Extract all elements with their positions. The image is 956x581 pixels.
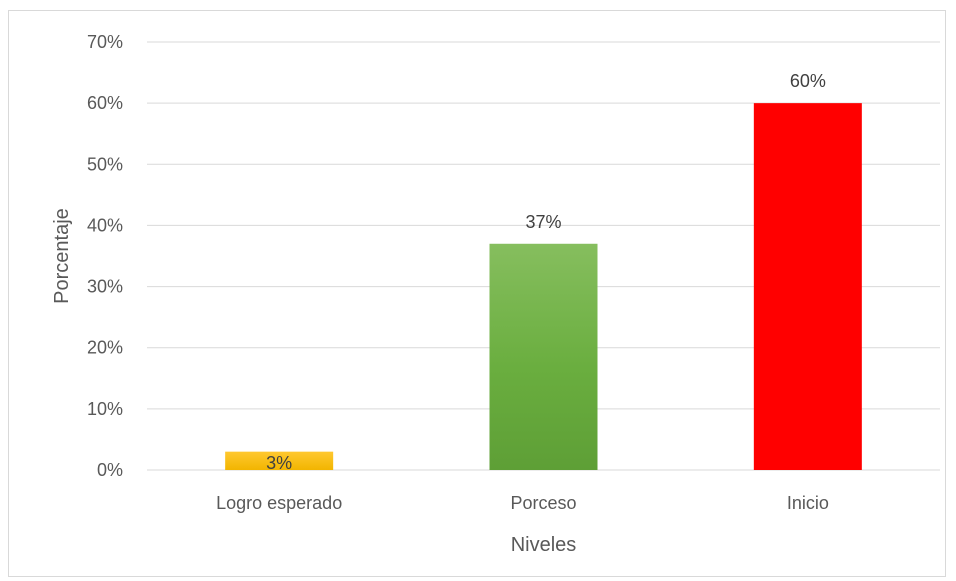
y-tick-label: 10% — [87, 399, 123, 419]
x-tick-label: Logro esperado — [216, 493, 342, 513]
bar-2 — [489, 243, 598, 470]
bar-3 — [753, 103, 862, 471]
y-axis-title: Porcentaje — [51, 208, 73, 304]
x-axis-title: Niveles — [511, 534, 577, 556]
y-tick-label: 70% — [87, 32, 123, 52]
y-tick-label: 0% — [97, 460, 123, 480]
y-tick-label: 20% — [87, 338, 123, 358]
x-tick-label: Inicio — [787, 493, 829, 513]
data-label-1: 3% — [266, 453, 292, 473]
y-tick-label: 40% — [87, 215, 123, 235]
bars — [225, 103, 862, 471]
y-axis-ticks: 0% 10% 20% 30% 40% 50% 60% 70% — [87, 32, 123, 480]
data-label-2: 37% — [525, 212, 561, 232]
y-tick-label: 50% — [87, 154, 123, 174]
x-tick-label: Porceso — [510, 493, 576, 513]
data-label-3: 60% — [790, 71, 826, 91]
bar-1 — [225, 451, 334, 470]
y-tick-label: 60% — [87, 93, 123, 113]
data-labels: 3% 37% 60% — [266, 71, 826, 473]
y-tick-label: 30% — [87, 277, 123, 297]
x-axis-ticks: Logro esperado Porceso Inicio — [216, 493, 829, 513]
